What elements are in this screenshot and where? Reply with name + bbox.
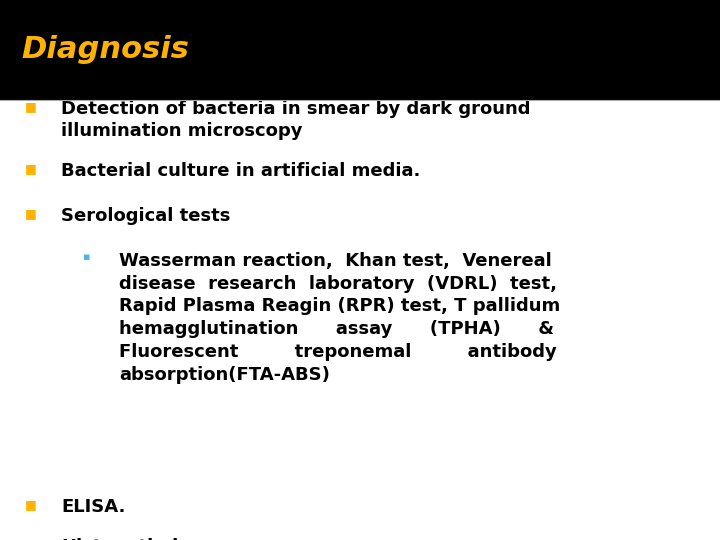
Text: Histopathology.: Histopathology.: [61, 538, 220, 540]
Text: Detection of bacteria in smear by dark ground
illumination microscopy: Detection of bacteria in smear by dark g…: [61, 100, 531, 140]
Text: Serological tests: Serological tests: [61, 207, 230, 225]
Text: ■: ■: [25, 207, 37, 220]
Text: ■: ■: [25, 162, 37, 175]
Text: ▪: ▪: [83, 252, 90, 262]
Text: Bacterial culture in artificial media.: Bacterial culture in artificial media.: [61, 162, 420, 180]
Text: ■: ■: [25, 538, 37, 540]
Text: ■: ■: [25, 498, 37, 511]
Text: ■: ■: [25, 100, 37, 113]
Text: Diagnosis: Diagnosis: [22, 36, 189, 64]
Text: Wasserman reaction,  Khan test,  Venereal
disease  research  laboratory  (VDRL) : Wasserman reaction, Khan test, Venereal …: [119, 252, 560, 384]
FancyBboxPatch shape: [0, 0, 720, 100]
Text: ELISA.: ELISA.: [61, 498, 125, 516]
